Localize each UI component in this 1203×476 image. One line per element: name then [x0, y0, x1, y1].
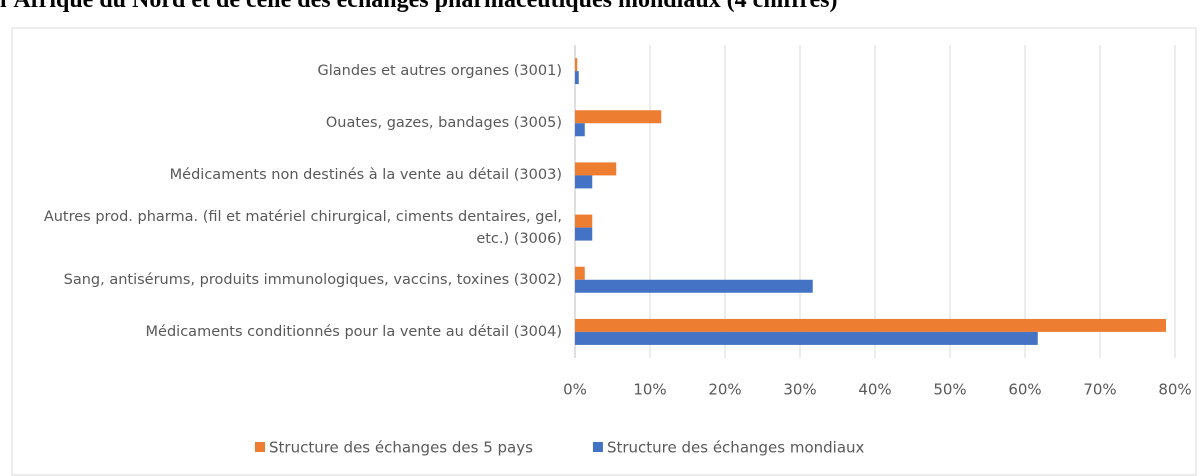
bar	[575, 175, 593, 189]
bar	[575, 71, 579, 85]
y-tick-label: Glandes et autres organes (3001)	[317, 63, 563, 80]
chart-title: l'Afrique du Nord et de celle des échang…	[0, 0, 838, 13]
bar	[575, 58, 578, 72]
bar	[575, 123, 585, 137]
x-tick-label: 10%	[633, 381, 666, 399]
legend-swatch	[592, 442, 603, 452]
y-tick-label: Autres prod. pharma. (fil et matériel ch…	[43, 208, 562, 247]
x-tick-label: 60%	[1008, 381, 1041, 399]
bar	[575, 110, 662, 124]
x-tick-label: 50%	[933, 381, 966, 399]
y-tick-label: Médicaments non destinés à la vente au d…	[169, 167, 562, 184]
chart-border	[11, 27, 1197, 476]
bar	[575, 266, 585, 280]
x-tick-label: 30%	[783, 381, 816, 399]
y-tick-label: Ouates, gazes, bandages (3005)	[325, 115, 562, 132]
x-tick-label: 20%	[708, 381, 741, 399]
legend-label: Structure des échanges des 5 pays	[269, 439, 533, 457]
bar	[575, 318, 1166, 332]
x-tick-label: 0%	[563, 381, 587, 399]
y-tick-label: Médicaments conditionnés pour la vente a…	[145, 323, 562, 340]
bar	[575, 279, 813, 293]
x-tick-label: 70%	[1083, 381, 1116, 399]
bar	[575, 227, 593, 241]
bar	[575, 331, 1038, 345]
legend-swatch	[255, 442, 265, 452]
bar	[575, 214, 593, 228]
x-tick-label: 80%	[1158, 381, 1191, 399]
y-tick-label: Sang, antisérums, produits immunologique…	[63, 271, 562, 288]
bar	[575, 162, 617, 176]
x-tick-label: 40%	[858, 381, 891, 399]
legend-label: Structure des échanges mondiaux	[607, 439, 865, 457]
